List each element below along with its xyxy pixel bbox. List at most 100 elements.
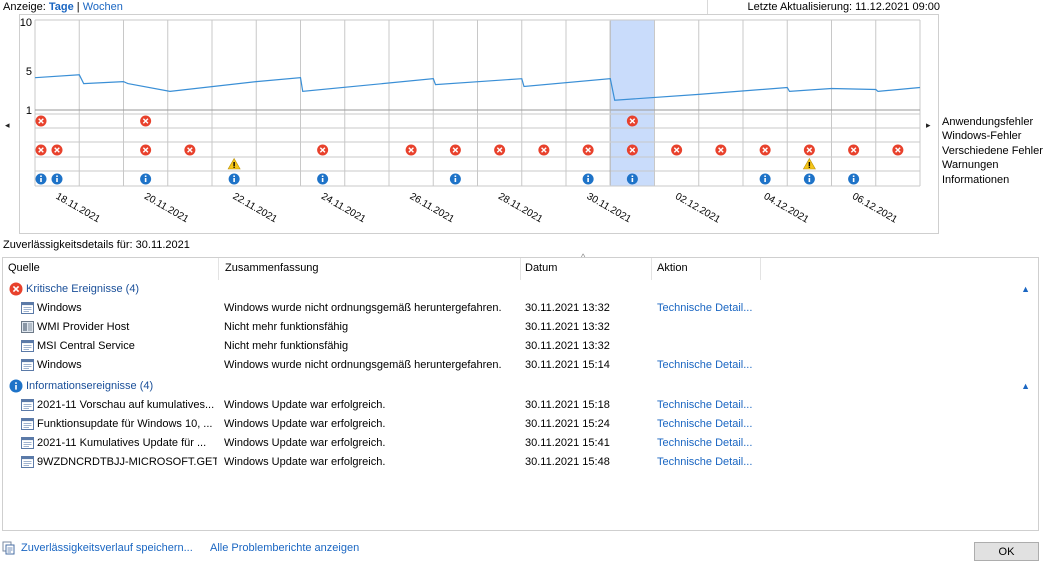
view-label: Anzeige: — [3, 1, 46, 13]
last-update-text: Letzte Aktualisierung: 11.12.2021 09:00 — [747, 1, 940, 13]
legend-application-errors: Anwendungsfehler — [942, 116, 1034, 128]
technical-details-link[interactable]: Technische Detail... — [657, 399, 753, 411]
table-row[interactable]: Funktionsupdate für Windows 10, ... Windo… — [3, 416, 1038, 435]
y-tick-label: 1 — [26, 105, 32, 117]
info-icon-dot — [144, 175, 147, 177]
warning-icon-mark — [233, 162, 235, 166]
ok-button[interactable]: OK — [974, 542, 1039, 561]
error-icon-cross — [187, 147, 193, 153]
table-row[interactable]: 9WZDNCRDTBJJ-MICROSOFT.GET... Windows Upd… — [3, 454, 1038, 473]
column-source[interactable]: Quelle — [8, 262, 40, 274]
row-source: 2021-11 Vorschau auf kumulatives... — [21, 399, 217, 411]
error-icon-cross — [142, 147, 149, 153]
info-icon-stem — [321, 178, 324, 182]
group-info-label: Informationsereignisse (4) — [26, 380, 154, 392]
error-icon-cross — [38, 118, 44, 124]
error-icon-cross — [408, 147, 414, 153]
group-critical-events[interactable]: Kritische Ereignisse (4) — [9, 280, 139, 298]
application-icon — [21, 302, 34, 314]
event-legend: Anwendungsfehler Windows-Fehler Verschie… — [942, 115, 1043, 187]
save-history-label: Zuverlässigkeitsverlauf speichern... — [21, 542, 193, 554]
row-source-text: Windows — [37, 359, 82, 371]
info-icon-stem — [631, 178, 634, 182]
row-date: 30.11.2021 13:32 — [525, 321, 610, 333]
column-summary[interactable]: Zusammenfassung — [225, 262, 319, 274]
info-icon-stem — [764, 178, 766, 182]
warning-icon-dot — [233, 166, 235, 168]
info-icon-stem — [144, 178, 147, 182]
table-row[interactable]: 2021-11 Kumulatives Update für ... Window… — [3, 435, 1038, 454]
table-row[interactable]: Windows Windows wurde nicht ordnungsgemäß… — [3, 300, 1038, 319]
info-icon-stem — [233, 178, 235, 182]
y-tick-label: 10 — [20, 17, 32, 29]
group-info-events[interactable]: Informationsereignisse (4) — [9, 377, 153, 395]
legend-misc-errors: Verschiedene Fehler — [942, 144, 1043, 157]
technical-details-link[interactable]: Technische Detail... — [657, 456, 753, 468]
info-icon-dot — [233, 175, 235, 177]
scroll-left-arrow-icon[interactable]: ◂ — [5, 120, 10, 130]
table-row[interactable]: 2021-11 Vorschau auf kumulatives... Windo… — [3, 397, 1038, 416]
info-icon-stem — [454, 178, 457, 182]
row-source-text: 2021-11 Kumulatives Update für ... — [37, 437, 207, 449]
row-source: MSI Central Service — [21, 340, 217, 352]
application-icon — [21, 340, 34, 352]
row-summary: Nicht mehr funktionsfähig — [224, 321, 349, 333]
row-source-text: Funktionsupdate für Windows 10, ... — [37, 418, 213, 430]
table-row[interactable]: MSI Central Service Nicht mehr funktionsf… — [3, 338, 1038, 357]
scroll-right-arrow-icon[interactable]: ▸ — [926, 120, 931, 130]
error-icon-cross — [762, 147, 768, 153]
view-weeks-link[interactable]: Wochen — [82, 1, 123, 13]
save-history-link[interactable]: Zuverlässigkeitsverlauf speichern... — [2, 541, 193, 555]
legend-windows-errors: Windows-Fehler — [942, 130, 1022, 143]
error-icon-cross — [496, 147, 503, 153]
column-action[interactable]: Aktion — [657, 262, 688, 274]
details-title: Zuverlässigkeitsdetails für: 30.11.2021 — [3, 239, 190, 251]
info-icon-dot — [587, 175, 589, 177]
info-icon-dot — [631, 175, 634, 177]
application-icon — [21, 437, 34, 449]
warning-icon-mark — [808, 162, 811, 166]
column-divider — [520, 258, 521, 280]
error-icon-cross — [629, 147, 636, 153]
column-date[interactable]: Datum — [525, 262, 558, 274]
error-icon — [9, 282, 23, 296]
view-days-link[interactable]: Tage — [48, 1, 74, 13]
technical-details-link[interactable]: Technische Detail... — [657, 437, 753, 449]
row-source: Windows — [21, 302, 217, 314]
error-icon-cross — [895, 147, 901, 153]
row-source-text: Windows — [37, 302, 82, 314]
selected-day-column[interactable] — [609, 19, 655, 187]
error-icon-cross — [452, 147, 459, 153]
row-summary: Windows Update war erfolgreich. — [224, 456, 386, 468]
row-source-text: 9WZDNCRDTBJJ-MICROSOFT.GET... — [37, 456, 217, 468]
row-date: 30.11.2021 13:32 — [525, 302, 610, 314]
table-row[interactable]: WMI Provider Host Nicht mehr funktionsfäh… — [3, 319, 1038, 338]
all-problem-reports-link[interactable]: Alle Problemberichte anzeigen — [210, 542, 360, 554]
technical-details-link[interactable]: Technische Detail... — [657, 302, 753, 314]
info-icon-stem — [40, 178, 42, 182]
group-critical-label: Kritische Ereignisse (4) — [26, 283, 140, 295]
error-icon-cross — [54, 147, 60, 153]
error-icon-cross — [806, 147, 813, 153]
info-icon-stem — [852, 178, 855, 182]
table-row[interactable]: Windows Windows wurde nicht ordnungsgemäß… — [3, 357, 1038, 376]
error-icon-cross — [541, 147, 547, 153]
technical-details-link[interactable]: Technische Detail... — [657, 418, 753, 430]
row-summary: Windows Update war erfolgreich. — [224, 418, 386, 430]
table-header: Quelle Zusammenfassung Datum ^ Aktion — [3, 252, 1038, 280]
collapse-critical-icon[interactable]: ▲ — [1021, 284, 1030, 294]
info-icon-dot — [56, 175, 58, 177]
view-separator: | — [76, 1, 80, 13]
row-source: 9WZDNCRDTBJJ-MICROSOFT.GET... — [21, 456, 217, 468]
legend-information: Informationen — [942, 173, 1010, 186]
column-divider — [760, 258, 761, 280]
application-icon — [21, 399, 34, 411]
error-icon-cross — [319, 147, 326, 153]
row-summary: Nicht mehr funktionsfähig — [224, 340, 349, 352]
technical-details-link[interactable]: Technische Detail... — [657, 359, 753, 371]
collapse-info-icon[interactable]: ▲ — [1021, 381, 1030, 391]
chart-frame — [19, 14, 939, 234]
topbar-divider — [707, 0, 708, 14]
details-table: Quelle Zusammenfassung Datum ^ Aktion Kr… — [2, 252, 1039, 531]
